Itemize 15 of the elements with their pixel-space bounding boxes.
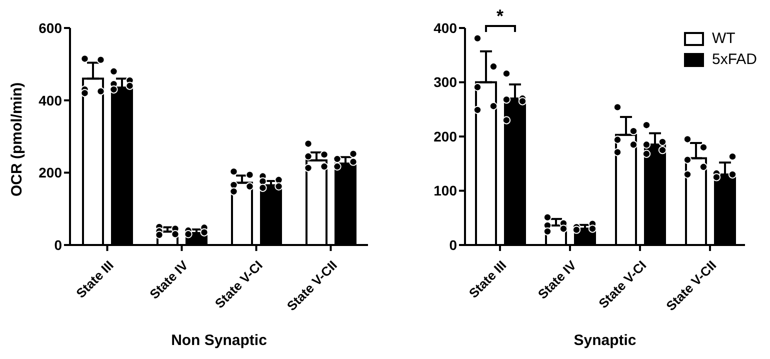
y-tick-label: 200 — [434, 128, 458, 144]
y-tick-label: 400 — [38, 92, 62, 108]
y-tick-label: 300 — [434, 74, 458, 90]
text: * — [495, 6, 504, 26]
y-tick-label: 0 — [449, 236, 458, 253]
legend-label: WT — [712, 30, 736, 47]
x-axis-title: Synaptic — [574, 332, 636, 349]
y-tick-label: 0 — [54, 236, 62, 253]
y-tick-label: 100 — [434, 182, 458, 199]
x-axis-title: Non Synaptic — [171, 332, 267, 349]
y-tick-label: 200 — [38, 164, 62, 181]
y-tick-label: 600 — [38, 20, 62, 36]
y-tick-label: 400 — [434, 20, 458, 36]
y-axis-title: OCR (pmol/min) — [8, 82, 26, 196]
legend-label: 5xFAD — [712, 51, 757, 68]
